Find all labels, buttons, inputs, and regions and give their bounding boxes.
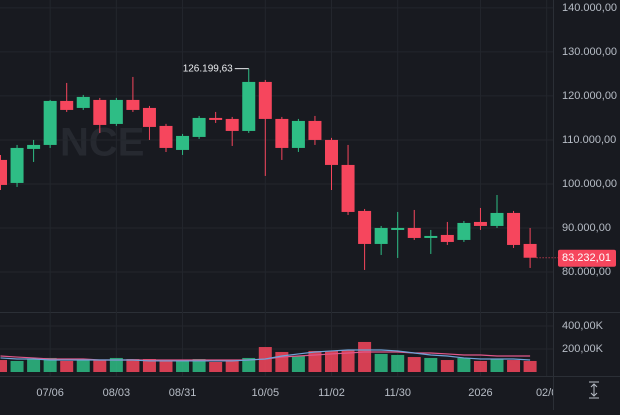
y-tick-label: 400,00K bbox=[562, 320, 604, 332]
volume-bar bbox=[325, 350, 338, 372]
candle-body bbox=[291, 120, 305, 148]
y-tick-label: 80.000,00 bbox=[562, 266, 611, 278]
volume-bar bbox=[440, 360, 454, 372]
x-tick-label: 02/0 bbox=[536, 387, 557, 399]
volume-bar bbox=[490, 358, 504, 372]
watermark: NCE bbox=[60, 121, 144, 165]
volume-bar bbox=[0, 360, 7, 372]
last-price-label: 83.232,01 bbox=[562, 252, 611, 264]
plot-area: 07/06 08/03 08/31 10/05 11/02 11/30 2026 02/0 12… bbox=[0, 0, 557, 399]
candle-body bbox=[142, 107, 156, 127]
y-tick-label: 140.000,00 bbox=[562, 2, 617, 14]
candle-body bbox=[325, 139, 338, 165]
volume-bar bbox=[291, 356, 305, 372]
candle-body bbox=[275, 118, 289, 148]
volume-bar bbox=[93, 360, 107, 372]
candle-body bbox=[440, 234, 454, 242]
candle-body bbox=[391, 227, 405, 230]
volume-bar bbox=[424, 357, 438, 372]
high-label: 126.199,63 bbox=[183, 63, 233, 74]
x-tick-label: 2026 bbox=[468, 387, 492, 399]
volume-bar bbox=[27, 358, 41, 372]
candle-body bbox=[308, 120, 322, 140]
candle-body bbox=[473, 221, 487, 226]
y-tick-label: 200,00K bbox=[562, 343, 604, 355]
volume-bar bbox=[76, 358, 90, 372]
candle-body bbox=[159, 125, 173, 148]
volume-bar bbox=[473, 360, 487, 372]
candle-body bbox=[424, 235, 438, 238]
volume-bar bbox=[391, 354, 405, 372]
candle-body bbox=[358, 210, 372, 244]
candle-body bbox=[76, 96, 90, 108]
candle-body bbox=[176, 135, 190, 150]
x-tick-label: 07/06 bbox=[36, 387, 64, 399]
volume-bar bbox=[192, 358, 206, 372]
volume-bar bbox=[242, 357, 256, 372]
x-tick-label: 11/30 bbox=[384, 387, 411, 399]
candle-body bbox=[407, 227, 421, 238]
volume-bar bbox=[358, 341, 372, 372]
volume-bar bbox=[43, 357, 57, 372]
x-tick-label: 08/31 bbox=[169, 387, 197, 399]
candle-body bbox=[209, 117, 223, 120]
candle-body bbox=[242, 81, 256, 131]
volume-ma-line bbox=[0, 349, 531, 362]
candle-body bbox=[0, 159, 7, 185]
y-tick-label: 100.000,00 bbox=[562, 178, 617, 190]
volume-bar bbox=[374, 353, 388, 372]
volume-bar bbox=[225, 360, 239, 372]
y-tick-label: 130.000,00 bbox=[562, 46, 617, 58]
volume-bar bbox=[507, 360, 521, 372]
x-tick-label: 08/03 bbox=[103, 387, 131, 399]
candle-body bbox=[374, 227, 388, 244]
volume-bar bbox=[109, 357, 123, 372]
candle-body bbox=[93, 99, 107, 125]
candle-body bbox=[109, 99, 123, 124]
x-tick-label: 11/02 bbox=[318, 387, 345, 399]
candle-body bbox=[10, 147, 24, 183]
volume-bar bbox=[176, 360, 190, 372]
y-tick-label: 120.000,00 bbox=[562, 90, 617, 102]
candle-body bbox=[341, 164, 355, 212]
volume-bar bbox=[142, 358, 156, 372]
candle-body bbox=[225, 118, 239, 131]
volume-bar bbox=[126, 358, 140, 372]
volume-bar bbox=[209, 361, 223, 372]
expand-icon[interactable] bbox=[589, 381, 599, 399]
volume-bar bbox=[523, 360, 537, 372]
y-tick-label: 110.000,00 bbox=[562, 134, 616, 146]
candle-body bbox=[192, 117, 206, 137]
volume-bar bbox=[159, 360, 173, 372]
volume-bar bbox=[341, 350, 355, 372]
candle-body bbox=[523, 243, 537, 258]
candle-body bbox=[126, 99, 140, 110]
candle-body bbox=[490, 212, 504, 226]
x-tick-label: 10/05 bbox=[252, 387, 280, 399]
candle-body bbox=[507, 212, 521, 245]
y-tick-label: 90.000,00 bbox=[562, 222, 611, 234]
volume-bar bbox=[457, 357, 471, 372]
candle-body bbox=[27, 144, 41, 149]
volume-bar bbox=[10, 360, 24, 372]
volume-bar bbox=[60, 360, 74, 372]
candle-body bbox=[60, 100, 74, 110]
candle-body bbox=[457, 222, 471, 240]
candle-body bbox=[258, 81, 272, 119]
candle-body bbox=[43, 100, 57, 145]
volume-bar bbox=[407, 357, 421, 372]
last-price-box bbox=[558, 249, 616, 267]
volume-bar bbox=[308, 350, 322, 372]
